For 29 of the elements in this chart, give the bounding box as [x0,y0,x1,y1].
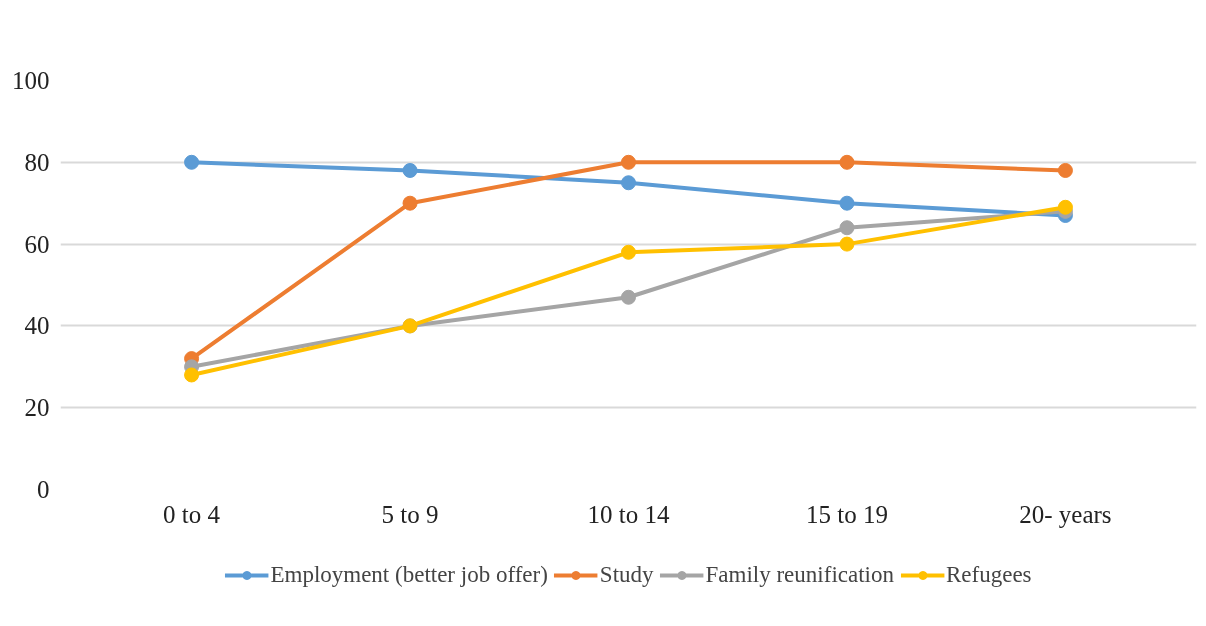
point [621,244,636,260]
point [621,175,636,191]
legend-label: Study [599,562,654,588]
point [1057,162,1073,178]
x-tick-label: 10 to 14 [587,500,670,528]
point [839,195,855,211]
x-tick-label: 20- years [1019,500,1112,528]
point [402,162,418,178]
y-tick-label: 20 [24,394,50,422]
y-tick-label: 80 [24,148,50,176]
x-tick-label: 5 to 9 [381,500,439,528]
point [621,154,636,170]
point [184,154,200,170]
y-tick-label: 60 [24,230,50,258]
legend-label: Refugees [945,562,1032,588]
y-tick-label: 0 [37,476,50,503]
x-tick-label: 0 to 4 [163,500,221,528]
point [839,154,855,170]
point [1057,199,1073,215]
point [839,220,855,236]
legend-label: Employment (better job offer) [270,562,548,588]
y-tick-label: 40 [24,312,50,340]
point [839,236,855,252]
y-tick-label: 100 [12,67,50,94]
point [621,289,636,305]
x-tick-label: 15 to 19 [805,500,888,528]
point [184,367,200,383]
point [402,195,418,211]
legend-label: Family reunification [705,562,894,588]
